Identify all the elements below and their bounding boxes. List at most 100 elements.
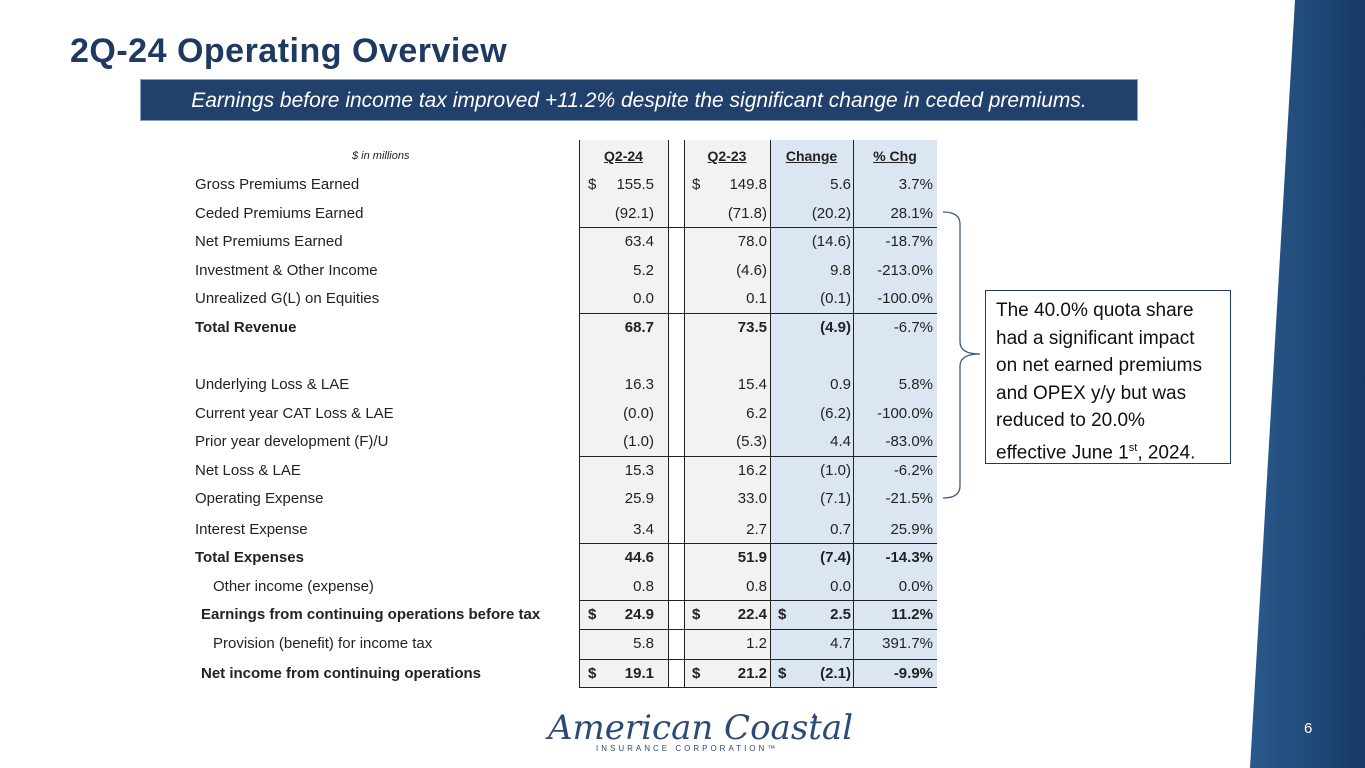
value-change: (6.2) (820, 405, 851, 422)
value-change: (1.0) (820, 462, 851, 479)
row-label: Net income from continuing operations (201, 665, 482, 682)
row-label: Current year CAT Loss & LAE (195, 405, 394, 422)
value-q223: 1.2 (746, 635, 767, 652)
value-q223: 16.2 (737, 462, 767, 479)
table-row: Unrealized G(L) on Equities 0.0 0.1 (0.1… (0, 285, 960, 313)
row-label: Total Expenses (195, 549, 304, 566)
table-row: Investment & Other Income 5.2 (4.6) 9.8 … (0, 257, 960, 285)
dollar-sign: $ (778, 606, 787, 623)
value-change: 0.9 (830, 376, 851, 393)
value-pct: 25.9% (890, 521, 933, 538)
table-row: Provision (benefit) for income tax 5.8 1… (0, 630, 960, 658)
dollar-sign: $ (588, 606, 597, 623)
table-row: Total Expenses 44.6 51.9 (7.4) -14.3% (0, 544, 960, 572)
col-divider (684, 140, 685, 688)
header-change: Change (785, 148, 838, 164)
subtotal-rule (579, 687, 937, 688)
value-change: (7.4) (820, 549, 851, 566)
value-q223: 0.8 (746, 578, 767, 595)
header-q223: Q2-23 (707, 148, 747, 164)
table-row: Other income (expense) 0.8 0.8 0.0 0.0% (0, 573, 960, 601)
row-label: Net Loss & LAE (195, 462, 301, 479)
value-change: (0.1) (820, 290, 851, 307)
table-row: Prior year development (F)/U (1.0) (5.3)… (0, 428, 960, 456)
value-change: (14.6) (811, 233, 851, 250)
value-q223: 0.1 (746, 290, 767, 307)
value-change: (4.9) (820, 319, 851, 336)
value-q224: 5.2 (633, 262, 654, 279)
value-q224: 68.7 (624, 319, 654, 336)
callout-text-end: , 2024. (1137, 441, 1196, 463)
table-row: Operating Expense 25.9 33.0 (7.1) -21.5% (0, 485, 960, 513)
row-label: Unrealized G(L) on Equities (195, 290, 380, 307)
value-q224: 15.3 (624, 462, 654, 479)
page-number: 6 (1304, 720, 1313, 737)
row-label: Total Revenue (195, 319, 297, 336)
value-pct: -21.5% (885, 490, 933, 507)
col-divider (579, 140, 580, 688)
value-q223: (71.8) (727, 205, 767, 222)
callout-bracket-icon (942, 211, 981, 499)
value-pct: 28.1% (890, 205, 933, 222)
value-q224: 44.6 (624, 549, 654, 566)
logo-tagline: INSURANCE CORPORATION™ (596, 744, 779, 753)
value-change: 9.8 (830, 262, 851, 279)
table-row: Gross Premiums Earned $ 155.5 $ 149.8 5.… (0, 171, 960, 199)
value-change: 0.7 (830, 521, 851, 538)
value-pct: -14.3% (885, 549, 933, 566)
page-title: 2Q-24 Operating Overview (70, 32, 508, 70)
callout-text: The 40.0% quota share had a significant … (996, 300, 1202, 463)
value-pct: -100.0% (877, 290, 933, 307)
row-label: Provision (benefit) for income tax (213, 635, 433, 652)
value-change: 4.4 (830, 433, 851, 450)
value-q223: 6.2 (746, 405, 767, 422)
value-pct: -100.0% (877, 405, 933, 422)
value-q223: 33.0 (737, 490, 767, 507)
table-row: Net Premiums Earned 63.4 78.0 (14.6) -18… (0, 228, 960, 256)
value-q223: 78.0 (737, 233, 767, 250)
value-change: (7.1) (820, 490, 851, 507)
dollar-sign: $ (588, 665, 597, 682)
col-divider (770, 140, 771, 688)
value-q224: (1.0) (623, 433, 654, 450)
row-label: Gross Premiums Earned (195, 176, 360, 193)
units-label: $ in millions (352, 150, 410, 162)
value-q224: (92.1) (614, 205, 654, 222)
value-pct: 0.0% (898, 578, 933, 595)
callout-superscript: st (1128, 441, 1138, 454)
value-q223: 73.5 (737, 319, 767, 336)
table-row: Ceded Premiums Earned (92.1) (71.8) (20.… (0, 200, 960, 228)
header-pct-chg: % Chg (873, 148, 917, 164)
value-pct: 3.7% (898, 176, 933, 193)
value-q224: 0.8 (633, 578, 654, 595)
callout-note: The 40.0% quota share had a significant … (985, 290, 1231, 464)
table-row: Net Loss & LAE 15.3 16.2 (1.0) -6.2% (0, 457, 960, 485)
value-q224: 155.5 (616, 176, 654, 193)
value-change: 2.5 (830, 606, 851, 623)
value-pct: -6.2% (893, 462, 933, 479)
subtotal-rule (579, 456, 937, 457)
value-change: 0.0 (830, 578, 851, 595)
value-q224: 19.1 (624, 665, 654, 682)
dollar-sign: $ (588, 176, 597, 193)
value-change: (2.1) (820, 665, 851, 682)
value-q224: 3.4 (633, 521, 654, 538)
value-pct: -6.7% (893, 319, 933, 336)
table-row: Net income from continuing operations $ … (0, 660, 960, 688)
value-q224: 5.8 (633, 635, 654, 652)
subtotal-rule (579, 313, 937, 314)
row-label: Net Premiums Earned (195, 233, 343, 250)
row-label: Other income (expense) (213, 578, 374, 595)
col-divider (853, 140, 854, 688)
value-pct: -83.0% (885, 433, 933, 450)
value-pct: -18.7% (885, 233, 933, 250)
logo-wordmark: American Coastal (548, 708, 854, 748)
value-pct: 5.8% (898, 376, 933, 393)
value-q224: 24.9 (624, 606, 654, 623)
value-pct: -213.0% (877, 262, 933, 279)
value-q223: 2.7 (746, 521, 767, 538)
dollar-sign: $ (692, 606, 701, 623)
value-q223: (5.3) (736, 433, 767, 450)
subtotal-rule (579, 629, 937, 630)
